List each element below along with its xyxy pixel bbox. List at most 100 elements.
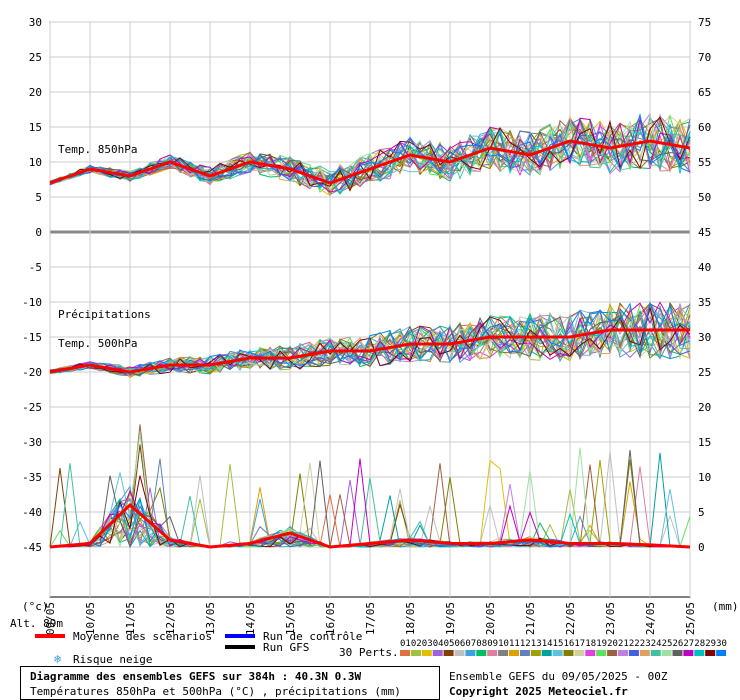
legend-gfs-swatch [225, 645, 255, 649]
x-tick-label: 13/05 [204, 602, 217, 635]
pert-swatch-23 [639, 650, 650, 656]
x-tick-label: 18/05 [404, 602, 417, 635]
pert-swatch-05 [443, 650, 454, 656]
x-tick-label: 24/05 [644, 602, 657, 635]
pert-number-06: 06 [455, 639, 466, 649]
altitude-label: Alt. 89m [10, 617, 63, 630]
left-tick-label: 30 [29, 16, 42, 29]
footer-copyright: Copyright 2025 Meteociel.fr [449, 685, 628, 698]
pert-swatch-30 [716, 650, 727, 656]
left-tick-label: 10 [29, 156, 42, 169]
pert-number-30: 30 [716, 639, 727, 649]
perts-label: 30 Perts. [339, 646, 399, 659]
pert-number-22: 22 [629, 639, 640, 649]
left-tick-label: 25 [29, 51, 42, 64]
left-tick-label: 0 [35, 226, 42, 239]
pert-swatch-11 [509, 650, 519, 656]
footer-run: Ensemble GEFS du 09/05/2025 - 00Z [449, 670, 668, 683]
pert-swatch-25 [661, 650, 672, 656]
pert-number-16: 16 [564, 639, 575, 649]
left-tick-label: -45 [22, 541, 42, 554]
footer-subtitle: Températures 850hPa et 500hPa (°C) , pré… [30, 685, 401, 698]
t850-member-line [49, 118, 691, 188]
x-tick-label: 17/05 [364, 602, 377, 635]
right-tick-label: 50 [698, 191, 711, 204]
pert-swatch-04 [432, 650, 443, 656]
pert-swatch-02 [410, 650, 421, 656]
x-tick-label: 23/05 [604, 602, 617, 635]
t500-member-line [49, 307, 691, 375]
right-tick-label: 25 [698, 366, 711, 379]
pert-number-05: 05 [444, 639, 455, 649]
mean-t850-line [49, 139, 691, 185]
label-t500: Temp. 500hPa [58, 337, 137, 350]
left-tick-label: -40 [22, 506, 42, 519]
t850-member-line [49, 114, 691, 191]
left-tick-label: -5 [29, 261, 42, 274]
t850-member-line [49, 112, 691, 187]
chart-axes: 302520151050-5-10-15-20-25-30-35-40-4575… [22, 16, 711, 635]
pert-number-10: 10 [498, 639, 509, 649]
t500-member-line [49, 306, 691, 375]
pert-swatch-18 [585, 650, 596, 656]
pert-swatch-14 [541, 650, 552, 656]
x-tick-label: 21/05 [524, 602, 537, 635]
pert-swatch-09 [487, 650, 498, 656]
t850-member-line [49, 115, 691, 197]
pert-swatch-27 [683, 650, 694, 656]
pert-swatch-21 [618, 650, 628, 656]
pert-number-15: 15 [553, 639, 564, 649]
x-tick-label: 14/05 [244, 602, 257, 635]
left-tick-label: -25 [22, 401, 42, 414]
left-tick-label: 15 [29, 121, 42, 134]
right-tick-label: 15 [698, 436, 711, 449]
pert-number-13: 13 [531, 639, 542, 649]
pert-number-11: 11 [509, 639, 520, 649]
right-tick-label: 20 [698, 401, 711, 414]
pert-swatch-03 [421, 650, 432, 656]
t500-member-line [49, 300, 691, 375]
pert-swatch-24 [650, 650, 661, 656]
x-tick-label: 11/05 [124, 602, 137, 635]
pert-number-25: 25 [662, 639, 673, 649]
label-t850: Temp. 850hPa [58, 143, 137, 156]
x-tick-label: 10/05 [84, 602, 97, 635]
pert-swatch-16 [563, 650, 574, 656]
pert-swatch-08 [476, 650, 487, 656]
mean-series [49, 139, 691, 549]
x-tick-label: 19/05 [444, 602, 457, 635]
mean-t500-line [49, 328, 690, 374]
footer-title: Diagramme des ensembles GEFS sur 384h : … [30, 670, 362, 683]
right-tick-label: 65 [698, 86, 711, 99]
pert-swatch-26 [672, 650, 683, 656]
pert-number-03: 03 [422, 639, 433, 649]
x-tick-label: 09/05 [44, 602, 57, 635]
x-tick-label: 15/05 [284, 602, 297, 635]
right-tick-label: 75 [698, 16, 711, 29]
snowflake-icon: ❄ [54, 652, 61, 666]
legend-mean-label: Moyenne des scénarios [73, 630, 212, 643]
pert-swatch-29 [705, 650, 716, 656]
x-tick-label: 25/05 [684, 602, 697, 635]
right-tick-label: 0 [698, 541, 705, 554]
pert-number-14: 14 [542, 639, 553, 649]
pert-number-27: 27 [683, 639, 694, 649]
perturbation-legend: 01 02 03 04 05 06 07 08 09 10 11 12 13 14 15 16 17 18 19 20… [400, 639, 727, 656]
right-tick-label: 70 [698, 51, 711, 64]
pert-number-17: 17 [574, 639, 585, 649]
pert-swatch-17 [574, 650, 585, 656]
label-precip: Précipitations [58, 308, 151, 321]
right-tick-label: 35 [698, 296, 711, 309]
t850-member-line [49, 118, 691, 185]
pert-number-08: 08 [476, 639, 487, 649]
pert-number-07: 07 [465, 639, 476, 649]
pert-number-24: 24 [651, 639, 662, 649]
legend-snow-label: Risque neige [73, 653, 152, 666]
pert-swatch-01 [400, 650, 410, 656]
pert-number-21: 21 [618, 639, 629, 649]
right-unit: (mm) [712, 600, 739, 613]
legend-control-label: Run de contrôle [263, 630, 362, 643]
left-tick-label: 5 [35, 191, 42, 204]
pert-swatch-13 [530, 650, 541, 656]
right-tick-label: 5 [698, 506, 705, 519]
